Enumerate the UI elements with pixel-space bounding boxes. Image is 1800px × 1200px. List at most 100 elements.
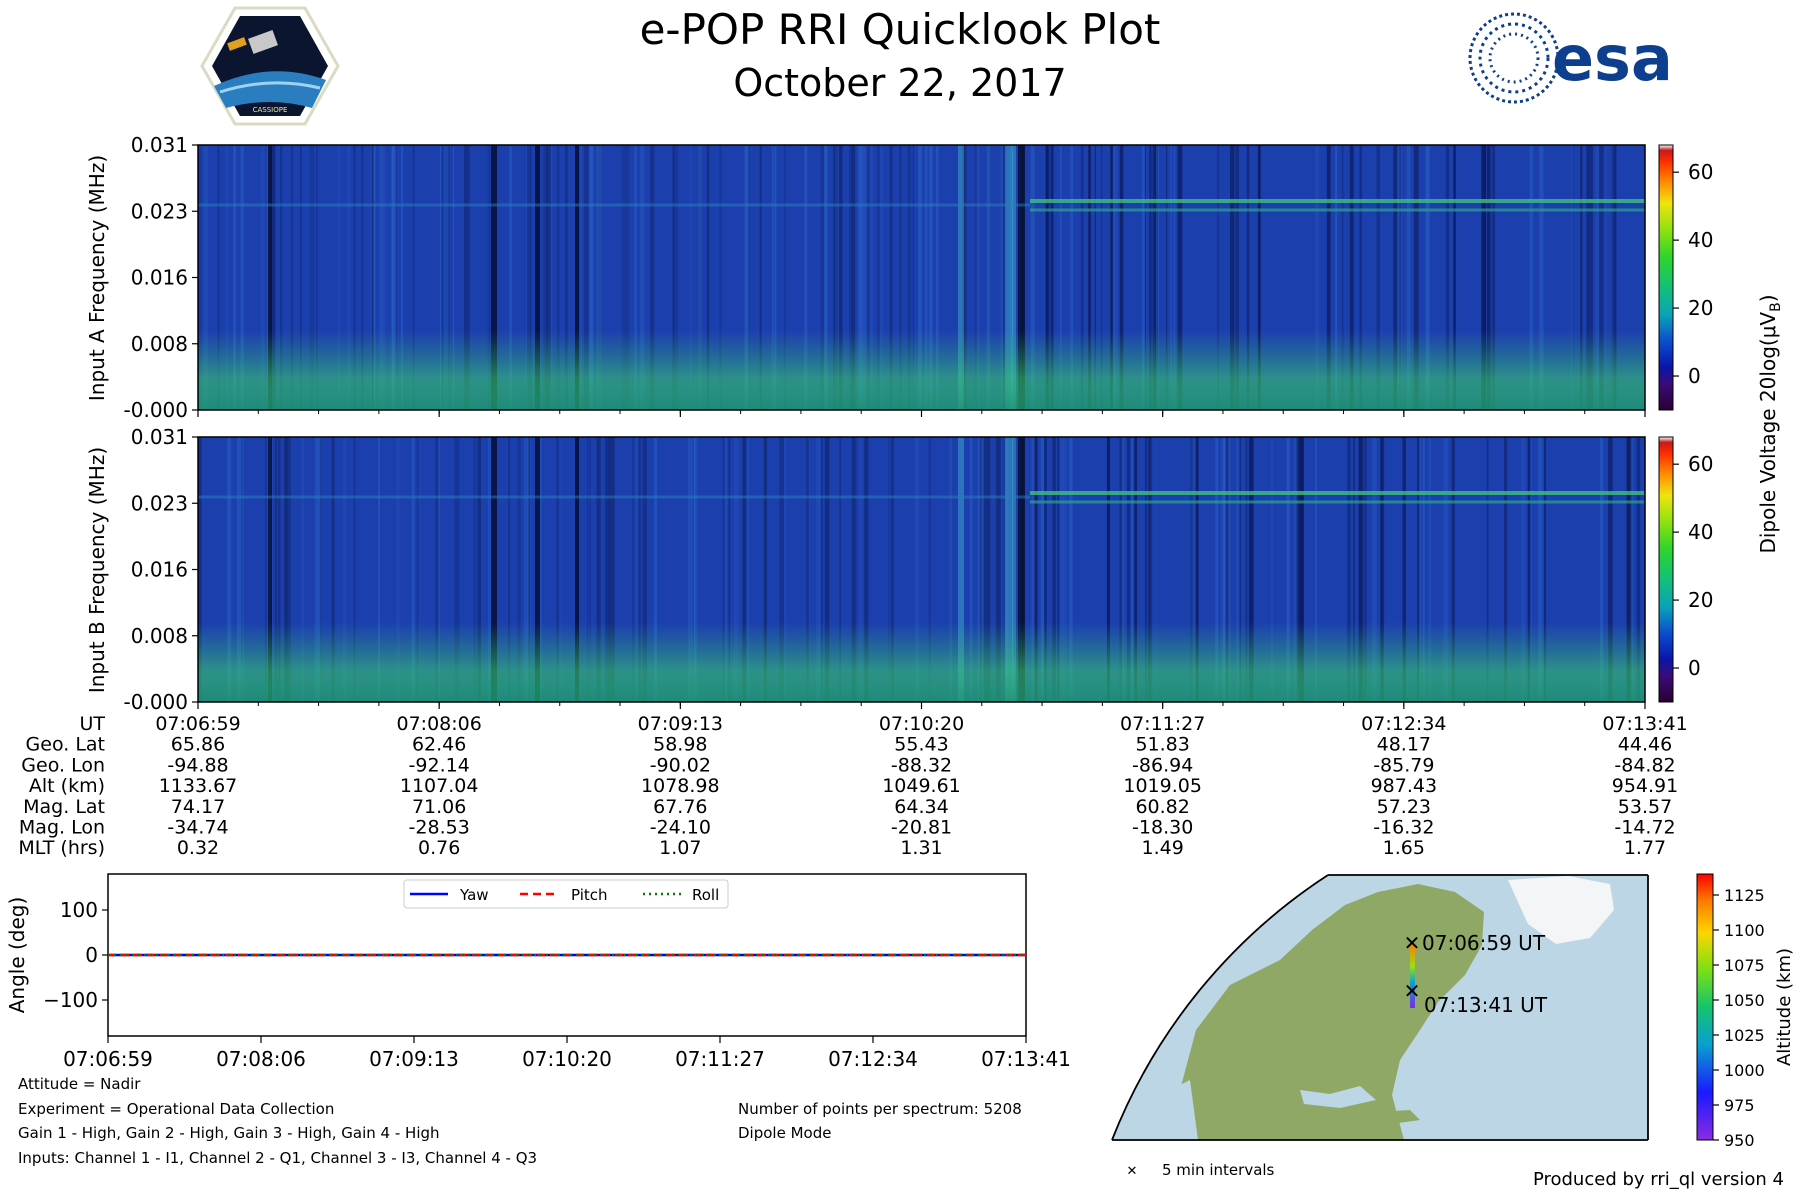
orbit-cell: -88.32 xyxy=(891,754,952,776)
track-start-marker: ✕ xyxy=(1404,931,1421,955)
spectrogram-streak xyxy=(438,437,440,702)
spectrogram-streak xyxy=(271,145,275,410)
spectrogram-streak xyxy=(928,145,933,410)
spectrogram-b-yticks: 0.031 0.023 0.016 0.008 -0.000 xyxy=(124,425,198,714)
spectrogram-streak xyxy=(1580,145,1583,410)
spectrogram-streak xyxy=(1399,145,1401,410)
spectrogram-streak xyxy=(1341,145,1344,410)
spectrogram-streak xyxy=(318,437,322,702)
spectrogram-streak xyxy=(331,437,335,702)
spectrogram-streak xyxy=(962,145,967,410)
altitude-tick-label: 1075 xyxy=(1724,956,1765,975)
spectrogram-streak xyxy=(639,145,645,410)
orbit-cell: 1078.98 xyxy=(641,775,720,797)
spectrogram-streak xyxy=(1145,145,1146,410)
colorbar-tick-label: 20 xyxy=(1688,588,1713,612)
spectrogram-streak xyxy=(1088,145,1091,410)
spectrogram-streak xyxy=(1521,437,1526,702)
altitude-tick-label: 950 xyxy=(1724,1131,1755,1150)
map-north-america xyxy=(1180,884,1484,1140)
spectrogram-streak xyxy=(1529,145,1534,410)
spectrogram-streak xyxy=(1630,437,1634,702)
spectrogram-streak xyxy=(290,145,294,410)
spectrogram-streak xyxy=(1245,437,1248,702)
spectrogram-streak xyxy=(1586,145,1590,410)
spectrogram-streak xyxy=(1286,437,1290,702)
spectrogram-streak xyxy=(556,437,559,702)
spectrogram-streak xyxy=(580,145,582,410)
spectrogram-streak xyxy=(1315,145,1319,410)
orbit-cell: -84.82 xyxy=(1614,754,1675,776)
spectrogram-streak xyxy=(773,145,776,410)
spectrogram-streak xyxy=(1069,437,1073,702)
spectrogram-streak xyxy=(861,145,867,410)
spectrogram-streak xyxy=(851,437,855,702)
spectrogram-streak xyxy=(935,145,939,410)
orbit-cell: 58.98 xyxy=(653,734,707,756)
orbit-cell: -86.94 xyxy=(1132,754,1193,776)
note-points: Number of points per spectrum: 5208 xyxy=(738,1100,1022,1118)
spectrogram-streak xyxy=(309,145,315,410)
spectrogram-streak xyxy=(260,145,265,410)
orbit-cell: 07:06:59 xyxy=(155,713,240,735)
spectrogram-streak xyxy=(509,145,512,410)
spectrogram-streak xyxy=(748,145,750,410)
spectrogram-streak xyxy=(453,145,455,410)
spectrogram-streak xyxy=(1443,437,1449,702)
spectrogram-streak xyxy=(1059,145,1062,410)
spectrogram-streak xyxy=(1296,437,1299,702)
experiment-notes: Attitude = Nadir Experiment = Operationa… xyxy=(18,1075,1784,1190)
attitude-xticks: 07:06:59 07:08:06 07:09:13 07:10:20 07:11:27… xyxy=(63,1036,1071,1071)
spectrogram-streak xyxy=(986,145,992,410)
spectrogram-streak xyxy=(1599,437,1604,702)
spectrogram-streak xyxy=(1149,145,1151,410)
spectrogram-streak xyxy=(527,145,532,410)
colorbar-a: 60 40 20 0 xyxy=(1658,144,1713,411)
spectrogram-streak xyxy=(851,145,856,410)
spectrogram-streak xyxy=(1031,437,1036,702)
spectrogram-streak xyxy=(560,437,562,702)
spectrogram-streak xyxy=(277,437,281,702)
spectrogram-streak xyxy=(539,437,542,702)
map-gulf xyxy=(1300,1086,1376,1108)
spectrogram-streak xyxy=(444,145,450,410)
spectrogram-streak xyxy=(442,145,444,410)
spectrogram-streak xyxy=(379,145,384,410)
spectrogram-streak xyxy=(1119,145,1124,410)
spectrogram-streak xyxy=(1359,145,1362,410)
colorbar-tick-label: 40 xyxy=(1688,520,1713,544)
spectrogram-dark-streak xyxy=(1022,145,1025,410)
spectrogram-streak xyxy=(1226,437,1231,702)
spectrogram-streak xyxy=(198,145,202,410)
spectrogram-streak xyxy=(597,145,602,410)
spectrogram-streak xyxy=(1626,437,1628,702)
spectrogram-streak xyxy=(918,145,922,410)
altitude-colorbar-label: Altitude (km) xyxy=(1774,948,1795,1066)
spectrogram-streak xyxy=(1151,145,1153,410)
spectrogram-streak xyxy=(877,145,880,410)
spectrogram-streak xyxy=(924,145,928,410)
spectrogram-streak xyxy=(1422,437,1425,702)
orbit-cell: 1107.04 xyxy=(400,775,479,797)
spectrogram-b-bars xyxy=(198,437,1641,702)
spectrogram-streak xyxy=(697,145,702,410)
spectrogram-streak xyxy=(747,437,749,702)
spectrogram-streak xyxy=(217,145,220,410)
spectrogram-streak xyxy=(1530,437,1533,702)
spectrogram-dark-streak xyxy=(575,145,579,410)
spectrogram-streak xyxy=(1248,437,1254,702)
spectrogram-streak xyxy=(697,145,701,410)
spectrogram-dark-streak xyxy=(575,437,579,702)
spectrogram-bright-streak xyxy=(958,437,964,702)
spectrogram-streak xyxy=(819,145,825,410)
spectrogram-streak xyxy=(435,437,439,702)
orbit-cell: 1049.61 xyxy=(882,775,961,797)
spectrogram-streak xyxy=(779,437,784,702)
spectrogram-streak xyxy=(526,437,532,702)
spectrogram-streak xyxy=(1486,437,1489,702)
spectrogram-dark-streak xyxy=(491,437,497,702)
legend-yaw-label: Yaw xyxy=(459,886,489,904)
spectrogram-streak xyxy=(1451,437,1455,702)
spectrogram-streak xyxy=(689,145,692,410)
spectrogram-a-low-band xyxy=(198,330,1645,410)
